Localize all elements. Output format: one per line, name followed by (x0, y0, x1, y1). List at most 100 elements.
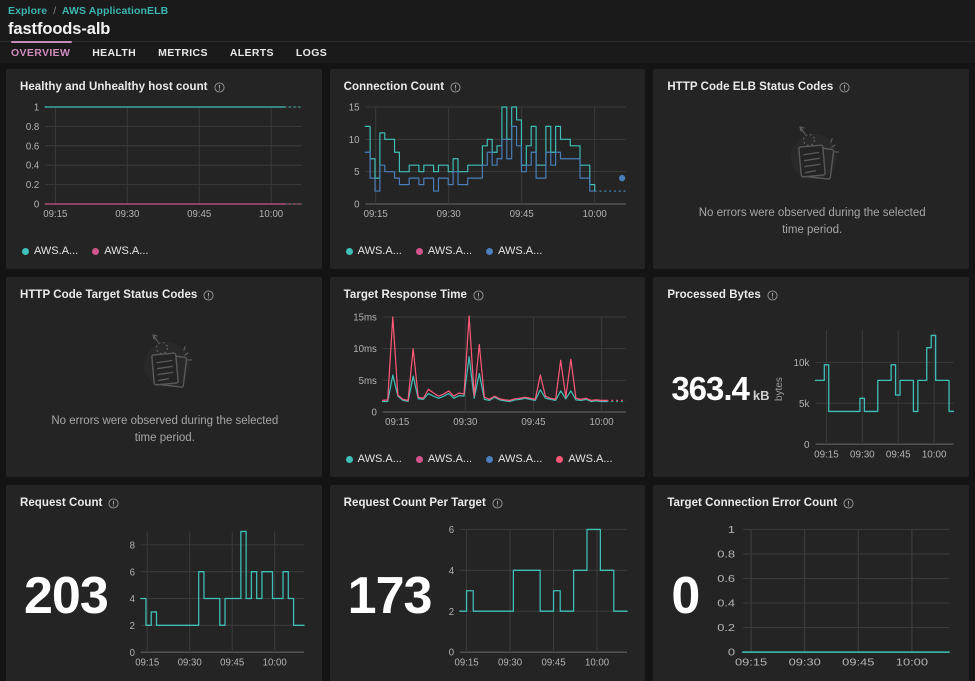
chart-area: 0 0.2 0.4 0.6 0.8 1 09:15 09:30 09:45 10:00 (699, 513, 957, 679)
chart-area: 0 5 10 15 09:15 09:30 09:45 10:00 (344, 99, 634, 224)
y-tick-label: 0 (34, 199, 40, 210)
legend-item[interactable]: AWS.A... (486, 245, 542, 257)
info-circle-icon[interactable] (839, 81, 850, 93)
stat-value: 203 (24, 567, 109, 625)
info-circle-icon[interactable] (213, 81, 225, 93)
legend-item[interactable]: AWS.A... (556, 453, 613, 465)
trailing-data-point[interactable] (618, 174, 625, 182)
panel-body: 0 5 10 15 09:15 09:30 09:45 10:00 AWS.A... AWS.A.… (344, 97, 634, 263)
info-circle-icon[interactable] (450, 81, 461, 93)
x-tick-label: 09:45 (187, 209, 212, 220)
tab-label: HEALTH (92, 47, 137, 59)
empty-clipboard-icon (143, 333, 192, 388)
legend-label: AWS.A... (427, 245, 473, 257)
x-tick-label: 09:15 (735, 657, 768, 669)
x-tick-label: 09:30 (498, 657, 522, 668)
legend-item[interactable]: AWS.A... (415, 453, 472, 465)
breadcrumb-current[interactable]: AWS ApplicationELB (61, 5, 169, 17)
x-tick-label: 09:30 (789, 657, 822, 669)
panel-processed-bytes: Processed Bytes 363.4 kB bytes 0 5k 10k 09:15 09… (653, 277, 969, 477)
tab-metrics[interactable]: METRICS (147, 42, 219, 63)
y-tick-label: 0 (804, 440, 810, 451)
legend-item[interactable]: AWS.A... (486, 453, 542, 465)
tab-logs[interactable]: LOGS (285, 42, 338, 63)
chart-healthy-unhealthy-host-count[interactable]: 0 0.2 0.4 0.6 0.8 1 09:15 09:30 09:45 10:00 (20, 99, 310, 224)
chart-request-count[interactable]: 0 2 4 6 8 09:15 09:30 09:45 10:00 (108, 519, 310, 675)
chart-area: 0 2 4 6 09:15 09:30 09:45 10:00 (431, 513, 633, 679)
panel-title: HTTP Code ELB Status Codes (667, 81, 834, 93)
y-tick-label: 4 (129, 594, 135, 605)
empty-state: No errors were observed during the selec… (667, 97, 957, 263)
x-tick-label: 09:45 (842, 657, 875, 669)
panel-header: Request Count (20, 495, 310, 511)
x-tick-label: 09:45 (542, 657, 566, 668)
legend-item[interactable]: AWS.A... (415, 245, 473, 257)
legend-item[interactable]: AWS.A... (345, 453, 402, 465)
legend-color-dot (22, 247, 29, 255)
tab-bar: OVERVIEW HEALTH METRICS ALERTS LOGS (0, 41, 975, 63)
x-tick-label: 10:00 (585, 657, 609, 668)
info-circle-icon[interactable] (492, 497, 503, 509)
info-circle-icon[interactable] (108, 497, 119, 509)
panel-body: 0 0.2 0.4 0.6 0.8 1 09:15 09:30 09:45 10:00 AWS.A.… (20, 97, 310, 263)
tab-health[interactable]: HEALTH (81, 42, 147, 63)
y-tick-label: 5ms (358, 376, 376, 387)
legend-item[interactable]: AWS.A... (345, 245, 402, 257)
series-line (364, 125, 595, 192)
tab-label: METRICS (158, 47, 208, 59)
legend-label: AWS.A... (104, 245, 149, 257)
legend-color-dot (415, 247, 423, 255)
panel-healthy-unhealthy-host-count: Healthy and Unhealthy host count 0 0.2 0.4 0… (6, 69, 322, 269)
tab-label: OVERVIEW (11, 47, 71, 59)
legend-color-dot (345, 247, 353, 255)
panel-request-count-per-target: Request Count Per Target 173 0 2 4 6 09:15 09:3… (329, 485, 646, 681)
tab-alerts[interactable]: ALERTS (219, 42, 285, 63)
x-tick-label: 09:30 (115, 209, 140, 220)
series-line (814, 334, 954, 413)
legend-label: AWS.A... (34, 245, 79, 257)
y-tick-label: 1 (34, 102, 39, 113)
x-tick-label: 10:00 (921, 449, 946, 460)
legend-label: AWS.A... (357, 453, 402, 465)
x-tick-label: 09:30 (850, 449, 875, 460)
breadcrumb-separator: / (53, 5, 57, 17)
breadcrumb: Explore / AWS ApplicationELB (8, 5, 975, 18)
chart-processed-bytes[interactable]: 0 5k 10k 09:15 09:30 09:45 10:00 (770, 311, 957, 467)
empty-clipboard-icon (791, 125, 840, 180)
stat-value: 0 (671, 567, 700, 625)
info-circle-icon[interactable] (473, 289, 484, 301)
y-tick-label: 15ms (353, 312, 377, 323)
stat-unit: kB (752, 387, 770, 403)
y-tick-label: 0 (129, 647, 135, 658)
chart-request-count-per-target[interactable]: 0 2 4 6 09:15 09:30 09:45 10:00 (431, 519, 633, 675)
y-tick-label: 10 (348, 135, 359, 146)
panel-header: Target Connection Error Count (667, 495, 957, 511)
empty-state-message: No errors were observed during the selec… (51, 414, 279, 444)
series-line (139, 530, 305, 626)
legend-color-dot (92, 247, 100, 255)
tab-label: LOGS (295, 47, 328, 59)
panel-title: Processed Bytes (667, 289, 761, 301)
legend-item[interactable]: AWS.A... (92, 245, 148, 257)
legend-item[interactable]: AWS.A... (22, 245, 78, 257)
panel-title: Healthy and Unhealthy host count (20, 81, 208, 93)
stat-value-group: 363.4 kB (667, 372, 769, 405)
stat-value: 363.4 (671, 369, 750, 407)
legend-label: AWS.A... (357, 245, 402, 257)
info-circle-icon[interactable] (203, 289, 214, 301)
breadcrumb-root[interactable]: Explore (8, 5, 48, 17)
x-tick-label: 10:00 (262, 657, 286, 668)
sparkline-wrap: 0 2 4 6 09:15 09:30 09:45 10:00 (431, 519, 633, 675)
info-circle-icon[interactable] (843, 497, 854, 509)
chart-target-response-time[interactable]: 0 5ms 10ms 15ms 09:15 09:30 09:45 10:00 (344, 307, 634, 432)
legend-color-dot (345, 455, 353, 463)
x-tick-label: 10:00 (259, 209, 284, 220)
x-tick-label: 09:15 (135, 657, 159, 668)
y-tick-label: 0.6 (26, 141, 40, 152)
chart-target-connection-error-count[interactable]: 0 0.2 0.4 0.6 0.8 1 09:15 09:30 09:45 10:00 (699, 519, 957, 675)
chart-connection-count[interactable]: 0 5 10 15 09:15 09:30 09:45 10:00 (344, 99, 634, 224)
tab-overview[interactable]: OVERVIEW (8, 41, 81, 63)
info-circle-icon[interactable] (767, 289, 778, 301)
y-tick-label: 0.2 (26, 180, 39, 191)
chart-area: 0 0.2 0.4 0.6 0.8 1 09:15 09:30 09:45 10:00 (20, 99, 310, 224)
